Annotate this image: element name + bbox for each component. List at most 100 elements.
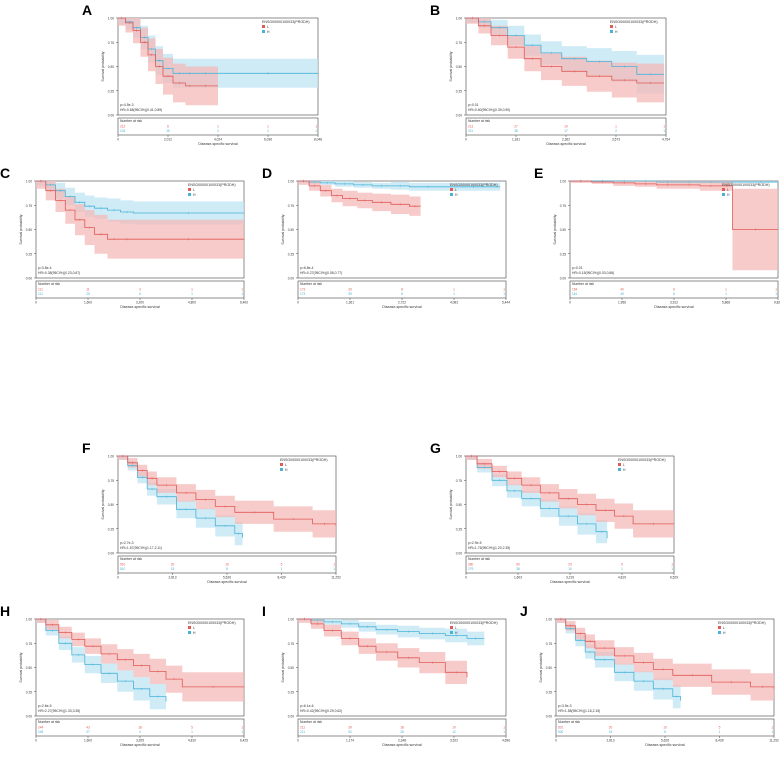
km-svg: 0.00 0.25 0.50 0.75 1.00 Survival probability… xyxy=(281,618,510,748)
risk-count-low: 40 xyxy=(620,288,624,292)
risk-count-high: 38 xyxy=(516,567,520,571)
ci-band-low xyxy=(118,456,336,540)
risk-count-high: 1 xyxy=(241,292,243,296)
y-tick-label: 1.00 xyxy=(560,180,566,184)
risk-count-high: 1 xyxy=(241,730,243,734)
risk-count-high: 6 xyxy=(139,292,141,296)
x-tick-label: 3,522 xyxy=(450,739,458,743)
risk-count-high: 10 xyxy=(568,567,572,571)
risk-table-title: Number at risk xyxy=(558,720,580,724)
p-value: p=2.9e-5 xyxy=(468,541,482,545)
legend-title: ENSG00000100033(PRODH) xyxy=(722,183,770,187)
x-tick-label: 4,819 xyxy=(618,576,626,580)
y-tick-label: 0.00 xyxy=(456,552,462,556)
risk-count-low: 211 xyxy=(300,726,305,730)
risk-count-low: 1 xyxy=(217,125,219,129)
x-tick-label: 6,400 xyxy=(240,301,248,305)
y-axis-label: Survival probability xyxy=(539,652,543,682)
risk-count-low: 18 xyxy=(138,726,142,730)
legend-label-low: L xyxy=(455,626,457,630)
risk-count-low: 10 xyxy=(663,726,667,730)
x-tick-label: 1,600 xyxy=(84,739,92,743)
legend-label-high: H xyxy=(455,193,458,197)
km-svg: 0.00 0.25 0.50 0.75 1.00 Survival probability… xyxy=(19,180,248,310)
y-tick-label: 0.75 xyxy=(108,41,114,45)
y-tick-label: 0.00 xyxy=(26,277,32,281)
risk-count-high: 2 xyxy=(217,129,219,133)
hazard-ratio: HR=0.60(95CI%)(0.39,0.90) xyxy=(468,108,510,112)
risk-count-low: 10 xyxy=(225,563,229,567)
risk-count-low: 1 xyxy=(241,288,243,292)
risk-count-high: 8 xyxy=(673,292,675,296)
risk-count-low: 1 xyxy=(503,726,505,730)
risk-count-low: 280 xyxy=(468,563,474,567)
x-tick-label: 1,603 xyxy=(514,576,522,580)
y-axis-label: Survival probability xyxy=(101,51,105,81)
risk-count-low: 1 xyxy=(315,125,317,129)
y-tick-label: 0.00 xyxy=(560,277,566,281)
panel-letter-f: F xyxy=(82,440,91,456)
y-tick-label: 0.50 xyxy=(108,65,114,69)
legend-label-high: H xyxy=(727,193,730,197)
legend-title: ENSG00000100033(PRODH) xyxy=(618,458,666,462)
x-tick-label: 2,362 xyxy=(562,138,570,142)
risk-count-low: 6 xyxy=(167,125,169,129)
risk-count-low: 1 xyxy=(615,125,617,129)
risk-count-low: 5 xyxy=(191,726,193,730)
p-value: p=6.1e-6 xyxy=(300,704,314,708)
legend-title: ENSG00000100033(PRODH) xyxy=(450,183,498,187)
legend-swatch-high xyxy=(618,468,621,471)
ci-band-low xyxy=(298,181,421,216)
risk-count-high: 500 xyxy=(558,730,564,734)
y-tick-label: 0.75 xyxy=(456,479,462,483)
risk-count-high: 1 xyxy=(775,292,777,296)
risk-count-high: 28 xyxy=(400,730,404,734)
x-axis-label: Disease-specific survival xyxy=(382,305,422,309)
legend-swatch-low xyxy=(262,25,265,28)
risk-count-low: 43 xyxy=(86,726,90,730)
legend-label-low: L xyxy=(615,25,617,29)
x-tick-label: 0 xyxy=(117,576,119,580)
x-axis-label: Disease-specific survival xyxy=(382,743,422,747)
y-tick-label: 1.00 xyxy=(456,17,462,21)
risk-count-low: 5 xyxy=(719,726,721,730)
risk-count-high: 1 xyxy=(281,567,283,571)
legend-title: ENSG00000100033(PRODH) xyxy=(262,20,310,24)
risk-count-high: 8 xyxy=(401,292,403,296)
risk-count-high: 211 xyxy=(300,730,305,734)
y-tick-label: 0.75 xyxy=(560,204,566,208)
x-tick-label: 3,200 xyxy=(136,301,144,305)
y-tick-label: 1.00 xyxy=(456,455,462,459)
x-tick-label: 3,912 xyxy=(670,301,678,305)
risk-count-high: 1 xyxy=(725,292,727,296)
risk-count-high: 8 xyxy=(664,730,666,734)
km-svg: 0.00 0.25 0.50 0.75 1.00 Survival probability… xyxy=(281,180,510,310)
legend-label-high: H xyxy=(455,631,458,635)
y-tick-label: 0.50 xyxy=(26,228,32,232)
hazard-ratio: HR=1.57(95CI%)(1.17,2.11) xyxy=(120,546,162,550)
panel-letter-j: J xyxy=(520,603,528,619)
legend-label-low: L xyxy=(455,188,457,192)
y-tick-label: 0.25 xyxy=(456,89,462,93)
y-tick-label: 0.25 xyxy=(560,252,566,256)
risk-count-low: 10 xyxy=(564,125,568,129)
km-curve-high xyxy=(570,180,778,183)
risk-count-high: 4 xyxy=(139,730,141,734)
risk-count-high: 245 xyxy=(38,730,44,734)
risk-count-low: 5 xyxy=(281,563,283,567)
km-svg: 0.00 0.25 0.50 0.75 1.00 Survival probability… xyxy=(539,618,779,748)
ci-band-low xyxy=(556,619,774,703)
y-tick-label: 0.50 xyxy=(108,503,114,507)
km-curve-low xyxy=(298,618,468,678)
y-tick-label: 0.25 xyxy=(546,690,552,694)
risk-count-low: 1 xyxy=(671,563,673,567)
x-tick-label: 0 xyxy=(465,138,467,142)
x-tick-label: 1,181 xyxy=(512,138,520,142)
risk-count-high: 39 xyxy=(348,292,352,296)
y-tick-label: 0.50 xyxy=(456,503,462,507)
risk-count-high: 111 xyxy=(38,292,43,296)
risk-count-high: 1 xyxy=(503,292,505,296)
legend-swatch-high xyxy=(450,193,453,196)
km-curve-high xyxy=(298,618,485,639)
legend-swatch-high xyxy=(188,193,191,196)
